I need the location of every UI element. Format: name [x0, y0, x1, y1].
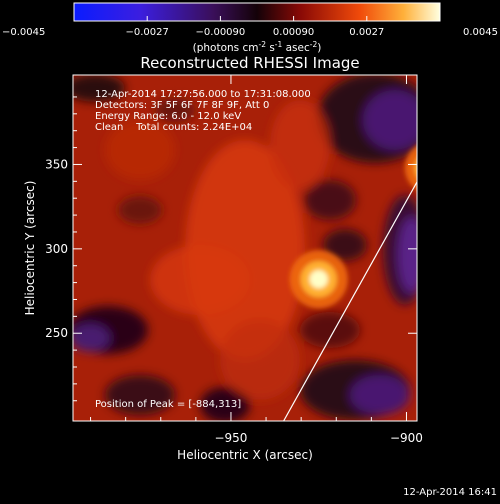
colorbar-ticks: −0.0045 −0.0027 −0.00090 0.00090 0.0027 0.004…	[2, 16, 498, 38]
source-peak	[453, 217, 473, 237]
x-tick-label: −950	[214, 431, 247, 445]
colorbar-tick-label: −0.0045	[2, 27, 45, 38]
footer-timestamp: 12-Apr-2014 16:41	[403, 487, 497, 498]
peak-label: Position of Peak = [-884,313]	[95, 399, 241, 410]
chart-title: Reconstructed RHESSI Image	[140, 54, 359, 72]
source-peak	[423, 160, 439, 176]
plot-frame	[72, 74, 418, 422]
source-halo	[404, 145, 417, 190]
colorbar-unit: (photons cm-2 s-1 asec-2)	[193, 40, 322, 54]
y-tick-label: 250	[45, 326, 68, 340]
y-axis-ticks: 350 300 250	[45, 96, 417, 402]
x-axis-ticks: −950−900−850	[90, 75, 423, 445]
source-core	[443, 207, 483, 247]
annotation-counts: Clean Total counts: 2.24E+04	[95, 122, 252, 133]
annotation-detectors: Detectors: 3F 5F 6F 7F 8F 9F, Att 0	[95, 100, 269, 111]
y-tick-label: 350	[45, 157, 68, 171]
colorbar-tick-label: −0.0027	[126, 27, 169, 38]
source-peak	[309, 270, 328, 289]
annotation-time-range: 12-Apr-2014 17:27:56.000 to 17:31:08.000	[95, 89, 311, 100]
heatmap-image	[73, 75, 495, 421]
limb-line	[283, 180, 417, 421]
colorbar: −0.0045 −0.0027 −0.00090 0.00090 0.0027 0.004…	[2, 2, 498, 54]
colorbar-tick-label: −0.00090	[196, 27, 246, 38]
annotations: 12-Apr-2014 17:27:56.000 to 17:31:08.000…	[95, 89, 311, 410]
x-tick-label: −900	[390, 431, 423, 445]
y-tick-label: 300	[45, 242, 68, 256]
colorbar-tick-label: 0.00090	[273, 27, 314, 38]
source-core	[414, 159, 417, 177]
x-axis-label: Heliocentric X (arcsec)	[177, 448, 313, 462]
y-axis-label: Heliocentric Y (arcsec)	[23, 181, 37, 316]
colorbar-tick-label: 0.0045	[463, 27, 498, 38]
colorbar-tick-label: 0.0027	[349, 27, 384, 38]
source-halo	[431, 195, 495, 259]
annotation-energy: Energy Range: 6.0 - 12.0 keV	[95, 111, 241, 122]
colorbar-gradient	[73, 2, 441, 22]
